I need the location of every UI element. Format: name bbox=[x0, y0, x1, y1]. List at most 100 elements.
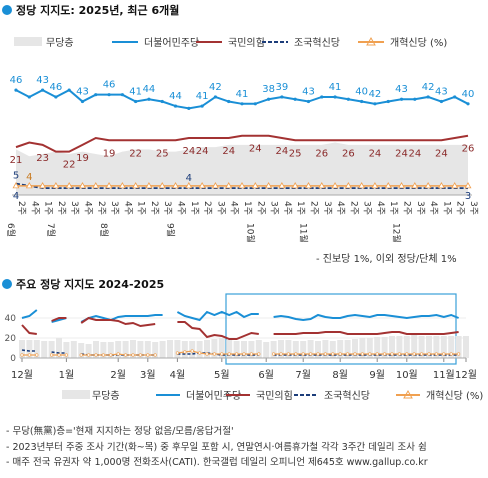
point-reform bbox=[427, 352, 431, 356]
point-democratic bbox=[80, 99, 85, 104]
x-tick-label: 1주 bbox=[189, 201, 200, 215]
point-reform bbox=[116, 352, 120, 356]
x-month-label: 1월 bbox=[59, 369, 75, 381]
x-tick-label: 4주 bbox=[282, 201, 293, 215]
point-reform bbox=[437, 182, 445, 189]
bar-independents bbox=[403, 336, 410, 358]
data-label: 43 bbox=[302, 87, 315, 98]
x-tick-label: 4주 bbox=[82, 201, 93, 215]
point-reform bbox=[64, 353, 68, 357]
x-tick-label: 2주 bbox=[308, 201, 319, 215]
point-democratic bbox=[346, 97, 350, 101]
bar-independents bbox=[255, 340, 262, 358]
bar-independents bbox=[107, 342, 114, 358]
x-tick-label: 4주 bbox=[335, 201, 346, 215]
point-democratic bbox=[386, 99, 390, 104]
data-label: 42 bbox=[369, 89, 382, 100]
x-tick-label: 2주 bbox=[202, 201, 213, 215]
legend-label-4: 개혁신당 (%) bbox=[390, 37, 447, 49]
legend-label-2: 국민의힘 bbox=[256, 390, 293, 402]
point-reform bbox=[390, 352, 394, 356]
point-reform bbox=[57, 353, 61, 357]
point-reform bbox=[12, 182, 20, 189]
x-month-label: 4월 bbox=[170, 369, 186, 381]
bar-independents bbox=[233, 341, 240, 358]
point-reform bbox=[338, 352, 342, 356]
legend-triangle-icon bbox=[366, 36, 376, 46]
x-tick-label: 2주 bbox=[402, 201, 413, 215]
bar-independents bbox=[270, 341, 277, 358]
point-reform bbox=[249, 352, 253, 356]
data-label: 21 bbox=[10, 155, 23, 166]
data-label: 24 bbox=[276, 146, 289, 157]
point-democratic bbox=[107, 93, 111, 97]
point-reform bbox=[420, 352, 424, 356]
bar-independents bbox=[285, 340, 292, 358]
point-reform bbox=[20, 353, 24, 357]
bar-independents bbox=[322, 340, 329, 358]
point-reform bbox=[175, 351, 179, 355]
point-reform bbox=[183, 350, 187, 354]
point-democratic bbox=[280, 95, 284, 99]
data-label: 42 bbox=[209, 82, 222, 93]
x-tick-label: 2주 bbox=[348, 201, 359, 215]
point-reform bbox=[94, 353, 98, 357]
bar-independents bbox=[426, 336, 432, 358]
point-democratic bbox=[40, 88, 45, 92]
footnote-2: - 2023년부터 주중 조사 기간(화~목) 중 후무일 포함 시, 연말연시… bbox=[6, 441, 427, 453]
bar-independents bbox=[85, 344, 92, 358]
point-reform bbox=[331, 182, 339, 189]
bar-independents bbox=[292, 341, 299, 358]
x-month-label: 3월 bbox=[140, 369, 156, 381]
bar-independents bbox=[315, 341, 321, 358]
series-line-2 bbox=[15, 134, 469, 153]
bar-independents bbox=[455, 336, 462, 358]
footnotes: - 무당(無黨)층='현재 지지하는 정당 없음/모름/응답거절' - 2023… bbox=[6, 424, 486, 471]
point-democratic bbox=[160, 99, 164, 104]
x-tick-label: 2주 bbox=[96, 201, 107, 215]
point-reform bbox=[35, 353, 39, 357]
x-tick-label: 4주 bbox=[29, 201, 40, 215]
point-democratic bbox=[54, 95, 58, 99]
point-reform bbox=[146, 353, 150, 357]
chart-title: 주요 정당 지지도 2024-2025 bbox=[16, 277, 164, 291]
bar-independents bbox=[352, 339, 358, 358]
data-label: 41 bbox=[329, 82, 342, 93]
bar-independents bbox=[93, 341, 99, 358]
x-tick-label: 1주 bbox=[441, 201, 452, 215]
point-democratic bbox=[333, 95, 337, 99]
x-tick-label: 4주 bbox=[122, 201, 133, 215]
data-label: 24 bbox=[222, 146, 235, 157]
footnote-3: - 매주 전국 유권자 약 1,000명 전화조사(CATI). 한국갤럽 데일… bbox=[6, 457, 428, 468]
x-month-label: 8월 bbox=[98, 223, 110, 237]
point-reform bbox=[185, 182, 193, 189]
data-label: 24 bbox=[369, 148, 382, 159]
bar-independents bbox=[396, 336, 403, 358]
data-label: 41 bbox=[196, 91, 209, 102]
x-month-label: 10월 bbox=[396, 369, 418, 381]
point-reform bbox=[109, 353, 113, 357]
legend-label-2: 국민의힘 bbox=[228, 37, 265, 49]
point-reform bbox=[383, 352, 387, 356]
data-label: 26 bbox=[315, 148, 328, 159]
x-tick-label: 3주 bbox=[162, 201, 173, 215]
footnote-1: - 무당(無黨)층='현재 지지하는 정당 없음/모름/응답거절' bbox=[6, 426, 234, 437]
point-democratic bbox=[187, 106, 191, 110]
bar-independents bbox=[19, 340, 25, 358]
x-month-label: 12월 bbox=[391, 223, 403, 243]
point-reform bbox=[198, 351, 202, 355]
x-month-label: 12월 bbox=[11, 369, 33, 381]
data-label: 43 bbox=[36, 75, 49, 86]
point-reform bbox=[190, 349, 194, 353]
bar-independents bbox=[300, 341, 307, 358]
point-reform bbox=[412, 352, 416, 356]
data-label: 23 bbox=[36, 153, 49, 164]
bar-independents bbox=[100, 342, 107, 358]
bar-independents bbox=[359, 338, 366, 358]
bar-independents bbox=[337, 340, 344, 358]
data-label: 19 bbox=[76, 153, 89, 164]
x-month-label: 9월 bbox=[165, 223, 177, 237]
x-month-label: 9월 bbox=[369, 369, 385, 381]
point-reform bbox=[278, 182, 286, 189]
data-label: 40 bbox=[355, 87, 368, 98]
